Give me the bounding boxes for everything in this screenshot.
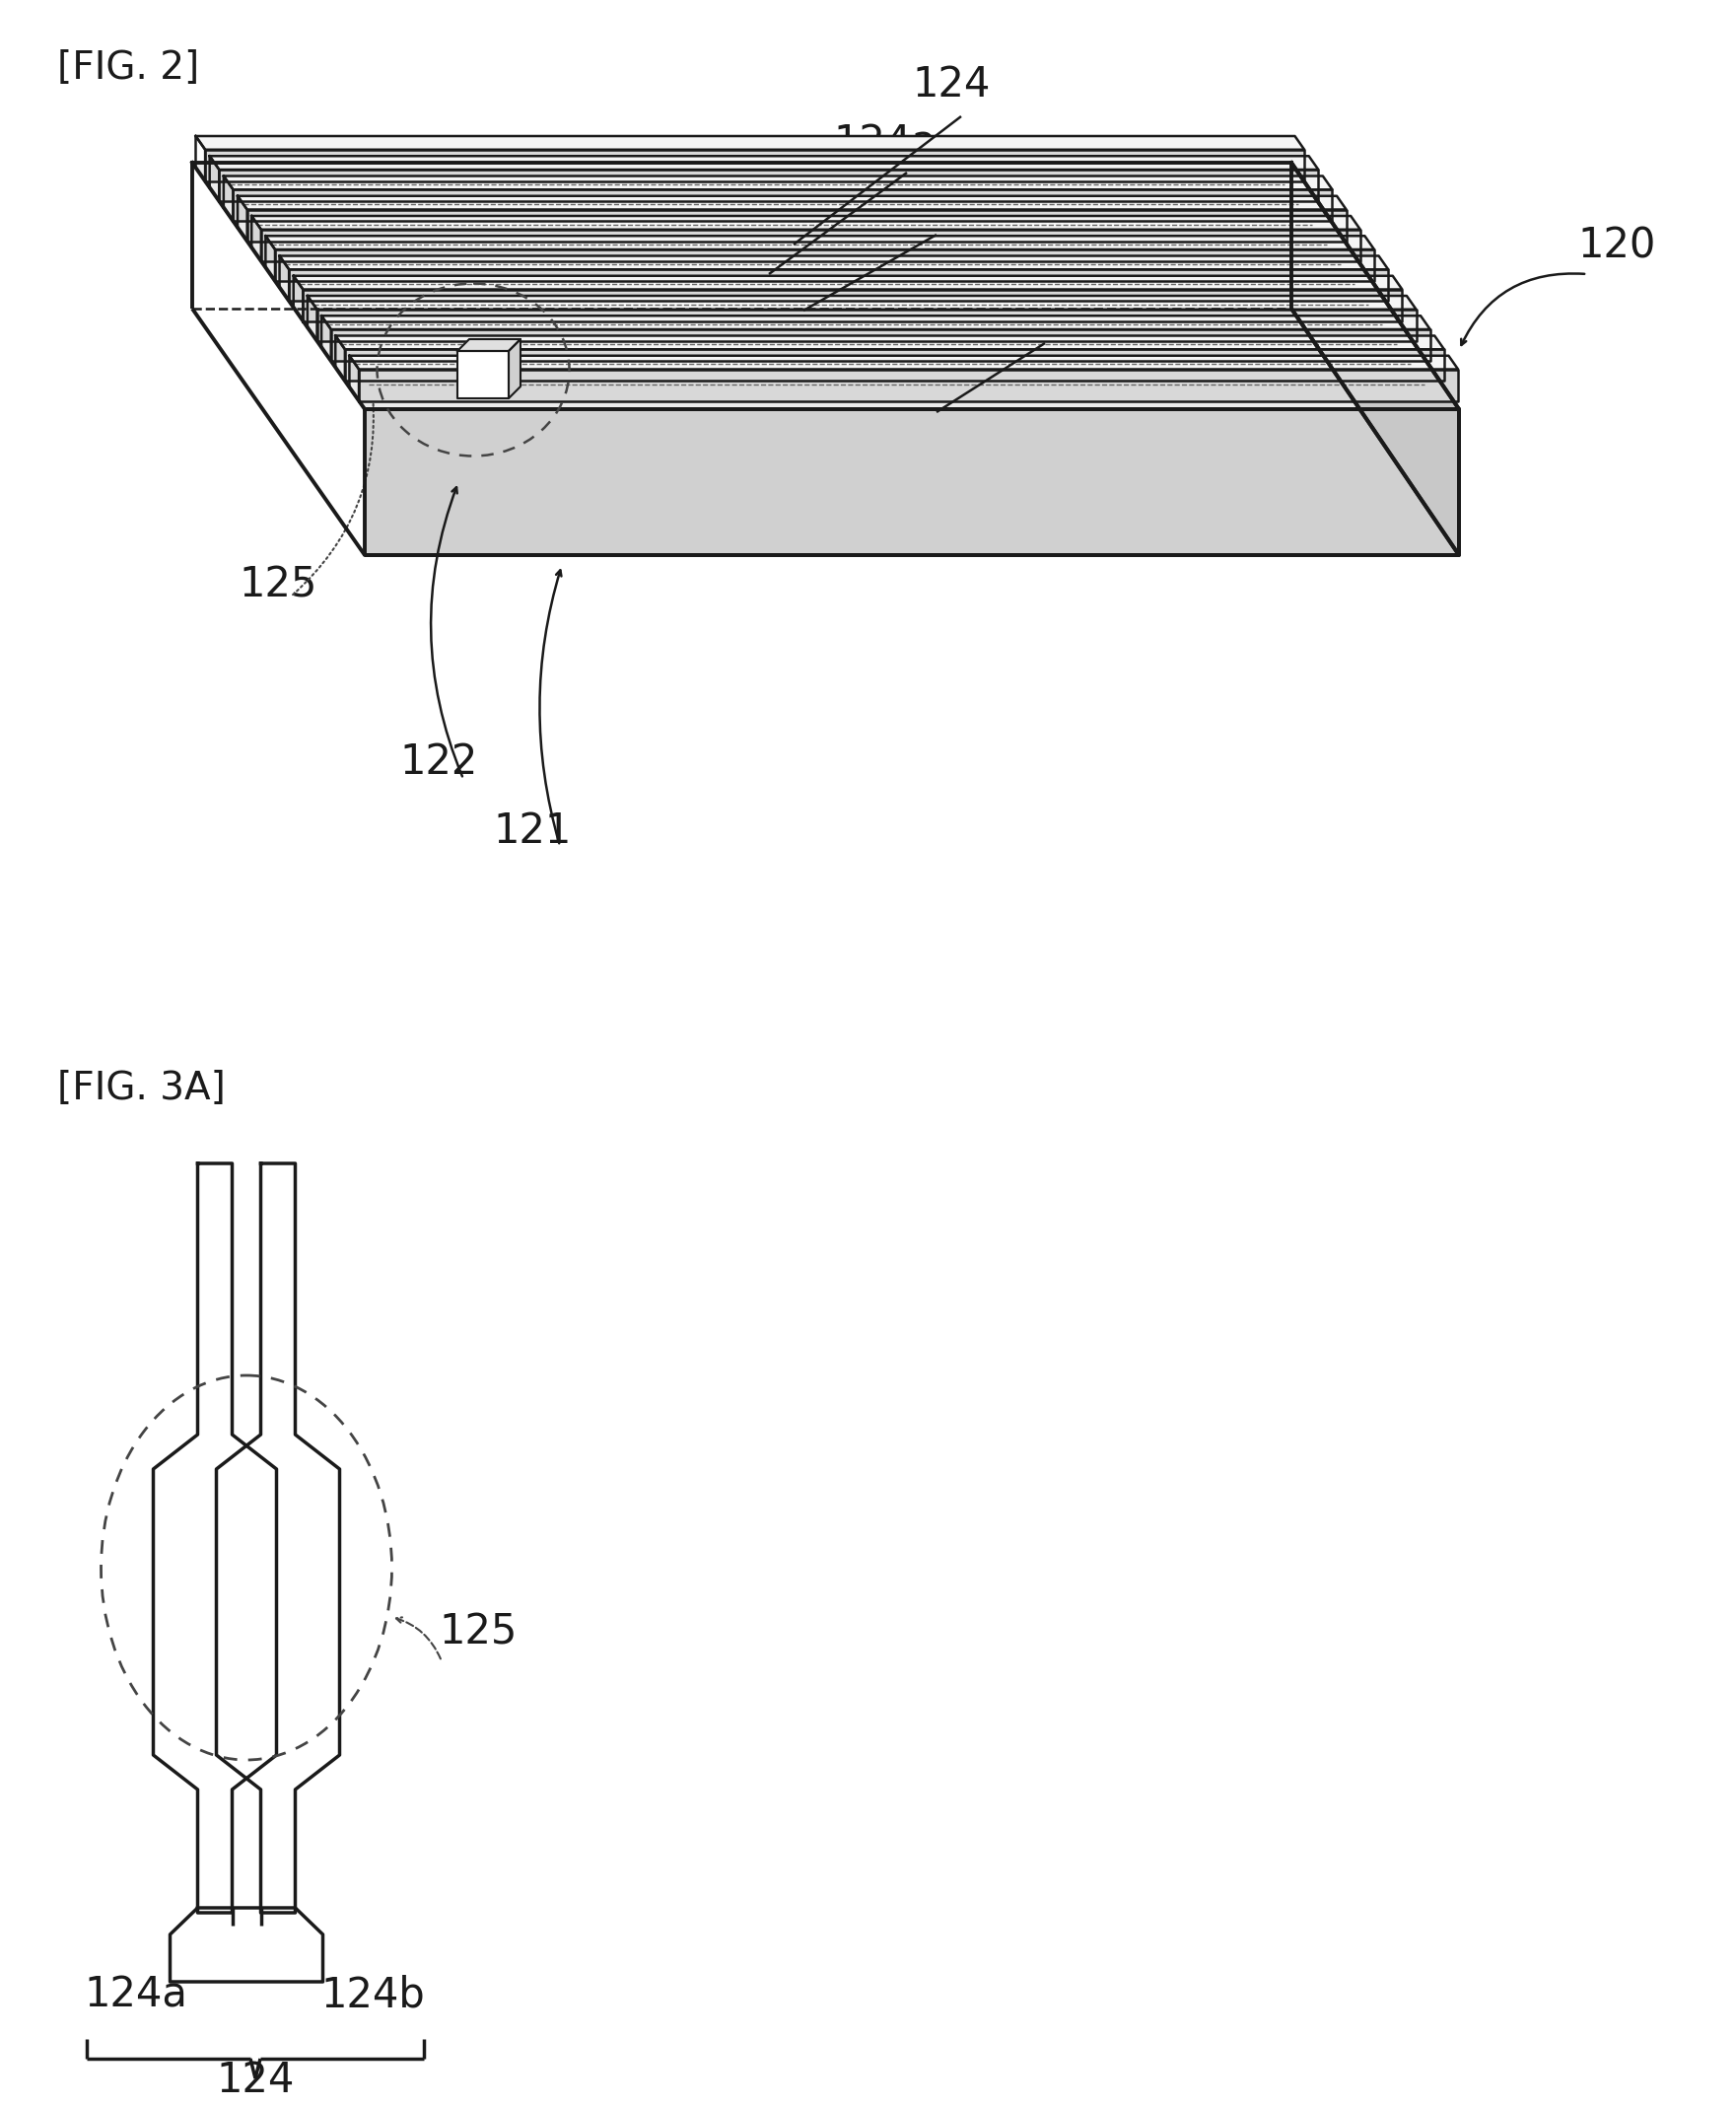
Polygon shape <box>233 190 1332 221</box>
Polygon shape <box>260 230 1361 261</box>
Text: 121: 121 <box>493 811 571 851</box>
Polygon shape <box>332 329 1430 360</box>
Polygon shape <box>457 352 509 398</box>
Polygon shape <box>274 249 1375 280</box>
Text: 123: 123 <box>1050 291 1128 333</box>
Text: 124a: 124a <box>83 1973 187 2015</box>
Text: 125: 125 <box>238 564 316 604</box>
Polygon shape <box>217 1163 340 1912</box>
Polygon shape <box>196 137 1304 150</box>
Text: 120: 120 <box>1578 225 1656 267</box>
Polygon shape <box>307 295 1417 310</box>
Polygon shape <box>170 1908 323 1982</box>
Polygon shape <box>365 409 1458 556</box>
Text: 122: 122 <box>399 741 477 783</box>
Polygon shape <box>321 316 1430 329</box>
Text: 124b: 124b <box>321 1973 425 2015</box>
Polygon shape <box>345 350 1444 381</box>
Polygon shape <box>335 335 1444 350</box>
Polygon shape <box>349 356 1458 369</box>
Text: 125: 125 <box>439 1611 517 1653</box>
Text: [FIG. 3A]: [FIG. 3A] <box>57 1070 226 1108</box>
Polygon shape <box>153 1163 276 1912</box>
Polygon shape <box>1292 162 1458 556</box>
Polygon shape <box>279 255 1389 270</box>
Polygon shape <box>238 196 1345 208</box>
Text: [FIG. 2]: [FIG. 2] <box>57 48 200 86</box>
Text: 124: 124 <box>911 63 990 105</box>
Polygon shape <box>219 171 1318 202</box>
Polygon shape <box>224 177 1332 190</box>
Polygon shape <box>252 217 1361 230</box>
Polygon shape <box>247 208 1345 240</box>
Polygon shape <box>509 339 521 398</box>
Polygon shape <box>266 236 1375 249</box>
Polygon shape <box>205 150 1304 181</box>
Text: 124a: 124a <box>833 124 936 164</box>
Polygon shape <box>318 310 1417 341</box>
Text: 124: 124 <box>217 2060 295 2102</box>
Polygon shape <box>293 276 1403 289</box>
Polygon shape <box>210 156 1318 171</box>
Polygon shape <box>193 162 1458 409</box>
Text: 124b: 124b <box>852 185 957 227</box>
Polygon shape <box>304 289 1403 320</box>
Polygon shape <box>288 270 1389 301</box>
Polygon shape <box>457 339 521 352</box>
Polygon shape <box>359 369 1458 400</box>
